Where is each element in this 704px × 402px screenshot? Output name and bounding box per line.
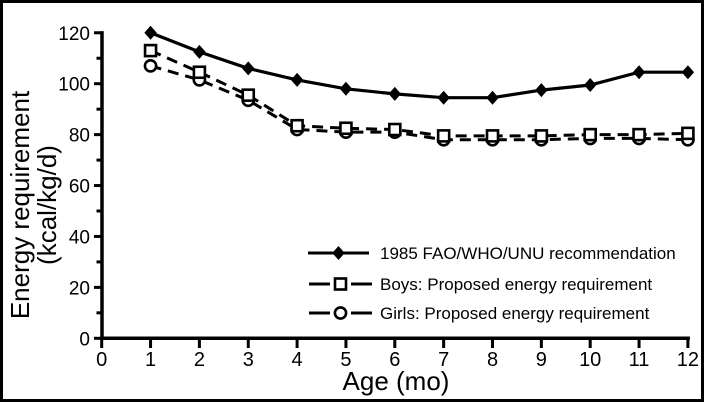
fao-line xyxy=(150,31,688,100)
boys-marker xyxy=(583,127,598,142)
x-tick-label: 8 xyxy=(487,349,498,371)
girls-line xyxy=(150,64,688,142)
boys-marker xyxy=(241,88,256,102)
boys-marker xyxy=(290,118,304,133)
boys-marker xyxy=(436,129,451,143)
boys-marker xyxy=(534,129,549,143)
legend-item-girls: Girls: Proposed energy requirement xyxy=(309,304,650,323)
boys-marker xyxy=(339,121,353,136)
x-tick-label: 0 xyxy=(96,349,107,371)
x-tick-label: 11 xyxy=(629,349,650,371)
boys-marker xyxy=(143,43,158,58)
fao-marker xyxy=(584,77,597,92)
x-tick-label: 3 xyxy=(243,349,254,371)
legend-boys-label: Boys: Proposed energy requirement xyxy=(380,275,652,294)
x-tick-label: 2 xyxy=(194,349,205,371)
y-tick-label: 100 xyxy=(58,75,90,96)
y-axis-label-line2: (kcal/kg/d) xyxy=(32,145,62,265)
x-tick-label: 10 xyxy=(579,349,601,371)
y-tick-label: 40 xyxy=(69,227,90,248)
legend-boys-square-icon xyxy=(333,277,348,291)
x-axis-label: Age (mo) xyxy=(343,366,450,396)
x-tick-label: 7 xyxy=(438,349,449,371)
legend-fao-diamond-icon xyxy=(332,246,345,260)
boys-marker xyxy=(681,126,695,141)
legend: 1985 FAO/WHO/UNU recommendation Boys: Pr… xyxy=(308,244,676,323)
y-tick-label: 80 xyxy=(69,126,90,147)
y-axis-label-line1: Energy requirement xyxy=(5,90,35,319)
fao-marker xyxy=(193,44,206,59)
data-series xyxy=(143,25,695,147)
fao-marker xyxy=(388,86,401,101)
x-tick-label: 12 xyxy=(677,349,699,371)
fao-marker xyxy=(535,83,548,98)
boys-marker xyxy=(387,122,402,137)
fao-marker xyxy=(339,81,353,96)
boys-marker xyxy=(485,129,500,143)
x-tick-label: 9 xyxy=(536,349,547,371)
y-tick-label: 20 xyxy=(69,278,90,299)
fao-marker xyxy=(242,61,255,76)
axis-labels: Age (mo) Energy requirement (kcal/kg/d) xyxy=(5,90,449,396)
legend-item-boys: Boys: Proposed energy requirement xyxy=(309,275,652,294)
x-tick-label: 6 xyxy=(389,349,400,371)
fao-marker xyxy=(290,72,304,87)
legend-item-fao: 1985 FAO/WHO/UNU recommendation xyxy=(308,244,676,263)
x-tick-label: 4 xyxy=(292,349,303,371)
legend-girls-circle-icon xyxy=(333,306,348,320)
girls-marker xyxy=(143,58,158,73)
boys-line xyxy=(149,49,688,138)
legend-girls-label: Girls: Proposed energy requirement xyxy=(380,304,650,323)
fao-marker xyxy=(632,65,646,80)
x-tick-label: 5 xyxy=(340,349,351,371)
boys-marker xyxy=(192,65,207,80)
y-tick-label: 120 xyxy=(58,24,90,45)
fao-marker xyxy=(144,25,157,40)
fao-marker xyxy=(681,65,695,80)
fao-marker xyxy=(437,90,450,105)
y-tick-label: 0 xyxy=(79,329,90,350)
x-tick-label: 1 xyxy=(145,349,156,371)
fao-marker xyxy=(486,90,499,105)
y-tick-label: 60 xyxy=(69,177,90,198)
boys-marker xyxy=(632,127,646,142)
legend-fao-label: 1985 FAO/WHO/UNU recommendation xyxy=(380,244,676,263)
